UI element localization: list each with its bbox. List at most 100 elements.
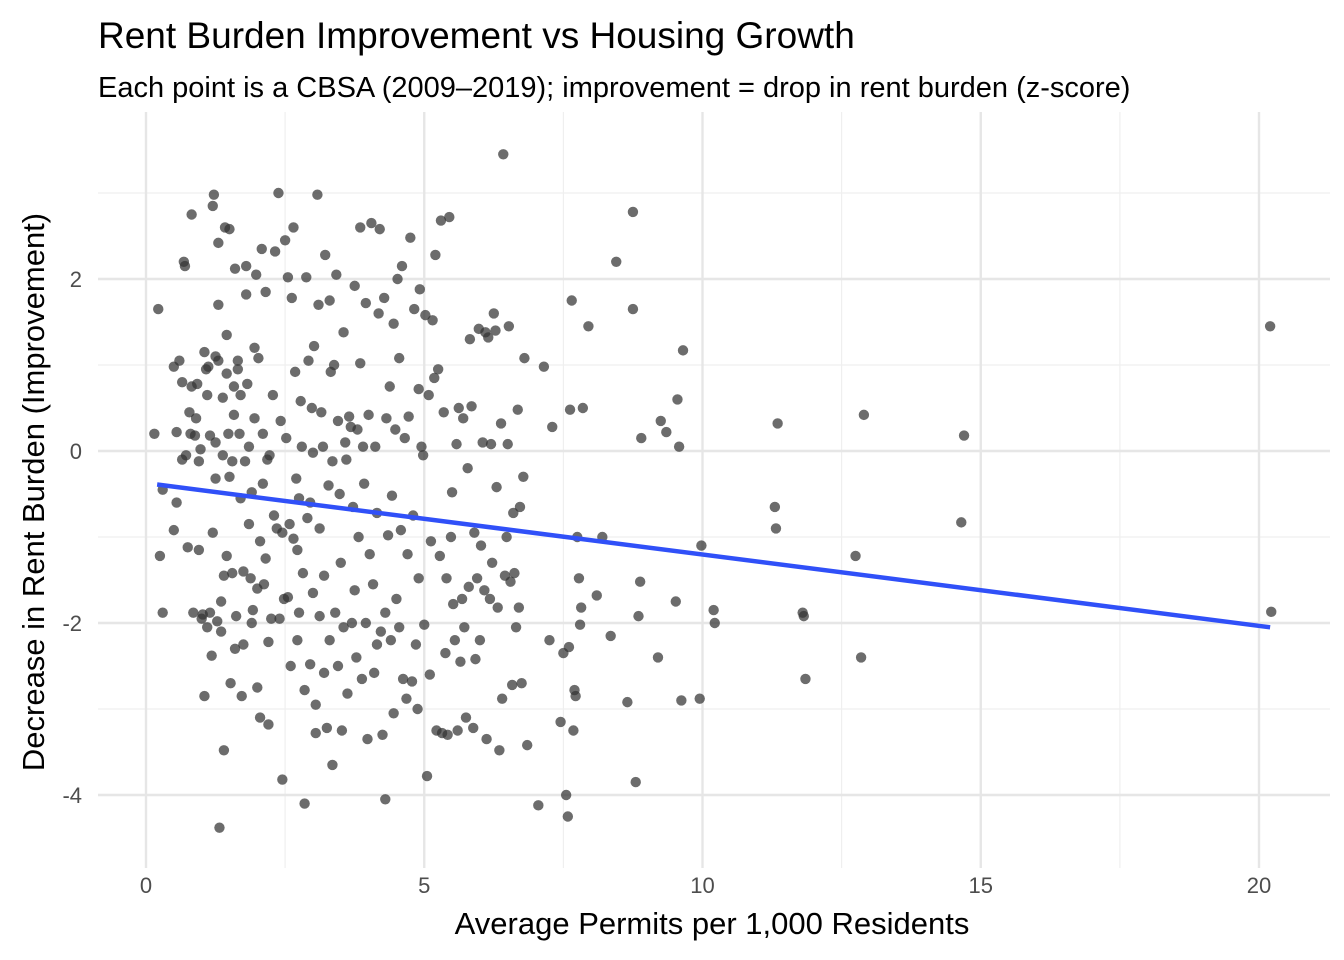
data-point (176, 377, 188, 388)
data-point (855, 652, 867, 663)
data-point (154, 550, 166, 562)
data-point (246, 617, 257, 629)
data-point (442, 729, 453, 740)
data-point (284, 518, 295, 530)
data-point (477, 437, 488, 448)
data-point (202, 622, 213, 633)
data-point (252, 682, 263, 693)
data-point (310, 699, 321, 710)
data-point (406, 676, 418, 687)
data-point (414, 284, 425, 295)
data-point (495, 418, 507, 429)
data-point (304, 659, 316, 670)
data-point (424, 669, 436, 680)
data-point (392, 273, 403, 285)
data-point (444, 211, 455, 223)
data-point (355, 358, 366, 369)
data-point (394, 622, 405, 633)
data-point (234, 428, 245, 439)
data-point (770, 523, 782, 534)
data-point (627, 206, 639, 218)
data-point (577, 402, 589, 414)
data-point (772, 418, 783, 429)
data-point (570, 690, 581, 702)
data-point (328, 359, 340, 371)
data-point (380, 794, 391, 805)
data-point (696, 540, 707, 551)
tick-labels: 0 5 10 15 20 -4 -2 0 2 (62, 267, 1271, 898)
data-point (388, 318, 399, 329)
data-point (425, 536, 437, 547)
data-point (238, 639, 249, 650)
data-point (279, 235, 291, 246)
data-point (254, 712, 266, 723)
data-point (708, 604, 719, 616)
data-points (149, 149, 1277, 833)
data-point (342, 688, 353, 699)
data-point (223, 428, 234, 439)
y-axis-title: Decrease in Rent Burden (Improvement) (16, 213, 51, 771)
data-point (633, 610, 644, 622)
x-tick-label: 15 (969, 873, 993, 898)
data-point (363, 409, 374, 421)
data-point (215, 626, 227, 637)
data-point (213, 299, 224, 310)
data-point (409, 303, 420, 315)
data-point (189, 430, 201, 441)
data-point (449, 635, 461, 646)
data-point (380, 607, 391, 618)
data-point (410, 639, 422, 650)
data-point (1266, 606, 1277, 618)
data-point (318, 570, 330, 581)
data-point (402, 549, 413, 560)
data-point (307, 587, 319, 599)
data-point (254, 536, 266, 547)
data-point (334, 488, 345, 500)
data-point (257, 428, 269, 439)
data-point (228, 381, 240, 392)
data-point (494, 745, 505, 756)
data-point (199, 346, 210, 358)
data-point (459, 622, 470, 633)
data-point (157, 607, 168, 618)
data-point (202, 389, 213, 401)
data-point (611, 256, 622, 267)
data-point (456, 593, 468, 605)
data-point (229, 643, 241, 654)
data-point (575, 602, 587, 613)
data-point (673, 441, 685, 452)
data-point (230, 610, 242, 622)
data-point (171, 426, 182, 438)
data-point (168, 524, 180, 536)
data-point (568, 725, 579, 736)
data-point (421, 770, 433, 782)
data-point (257, 478, 269, 489)
data-point (464, 334, 476, 345)
data-point (195, 444, 206, 455)
data-point (420, 309, 431, 321)
data-point (355, 222, 366, 233)
data-point (186, 209, 197, 220)
data-point (269, 246, 281, 257)
data-point (349, 585, 360, 596)
data-point (256, 243, 267, 255)
data-point (210, 437, 221, 448)
data-point (282, 272, 294, 283)
data-point (239, 456, 251, 467)
data-point (296, 441, 308, 452)
data-point (469, 527, 480, 538)
data-point (191, 378, 203, 390)
data-point (235, 389, 246, 401)
y-tick-label: 0 (70, 439, 82, 464)
data-point (460, 712, 472, 723)
data-point (218, 745, 230, 756)
data-point (180, 450, 192, 461)
data-point (434, 550, 446, 562)
data-point (193, 544, 205, 556)
data-point (264, 450, 275, 461)
data-point (153, 303, 164, 315)
data-point (385, 635, 397, 646)
data-point (331, 269, 342, 280)
data-point (282, 592, 294, 603)
data-point (188, 607, 199, 618)
